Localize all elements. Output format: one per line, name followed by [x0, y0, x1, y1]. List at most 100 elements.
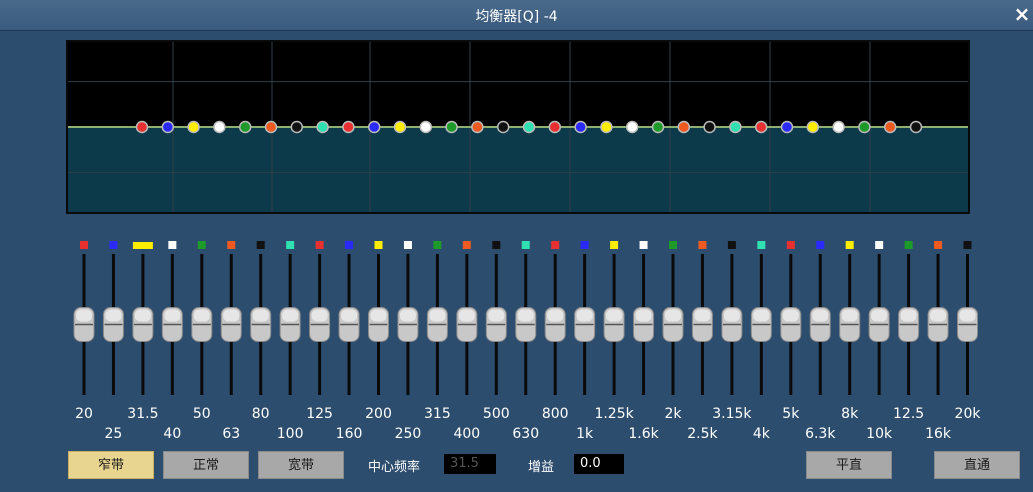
slider-knob[interactable]: [574, 307, 596, 342]
band-node[interactable]: [858, 120, 871, 134]
wide-band-button[interactable]: 宽带: [258, 451, 344, 479]
band-node[interactable]: [316, 120, 329, 134]
band-node[interactable]: [729, 120, 742, 134]
graph-upper-area: [68, 42, 968, 127]
band-node[interactable]: [703, 120, 716, 134]
band-node[interactable]: [238, 120, 252, 134]
slider-knob[interactable]: [927, 307, 949, 342]
eq-slider-panel: [73, 241, 978, 395]
gain-field[interactable]: 0.0: [574, 454, 624, 474]
band-frequency-label: 8k: [841, 406, 859, 422]
band-frequency-label: 630: [512, 426, 540, 442]
slider-knob[interactable]: [456, 307, 478, 342]
band-color-marker: [315, 241, 324, 249]
band-color-marker: [132, 242, 153, 249]
close-icon[interactable]: ×: [1013, 2, 1031, 26]
band-color-marker: [492, 241, 501, 249]
band-node[interactable]: [161, 120, 175, 134]
slider-knob[interactable]: [426, 307, 448, 342]
band-node[interactable]: [342, 120, 355, 134]
slider-knob[interactable]: [544, 307, 566, 342]
slider-knob[interactable]: [397, 307, 419, 342]
band-node[interactable]: [367, 120, 381, 134]
slider-knob[interactable]: [809, 307, 831, 342]
band-frequency-label: 10k: [866, 426, 893, 442]
slider-knob-highlight: [105, 309, 122, 322]
band-color-marker: [757, 241, 766, 249]
slider-knob[interactable]: [633, 307, 655, 342]
flat-button[interactable]: 平直: [806, 451, 892, 479]
slider-knob[interactable]: [868, 307, 890, 342]
slider-knob[interactable]: [73, 307, 95, 342]
slider-knob[interactable]: [780, 307, 802, 342]
slider-knob[interactable]: [250, 307, 272, 342]
slider-knob[interactable]: [721, 307, 743, 342]
band-frequency-label: 31.5: [127, 406, 159, 422]
slider-knob[interactable]: [102, 307, 124, 342]
slider-knob[interactable]: [839, 307, 861, 342]
band-color-marker: [610, 241, 619, 249]
band-node[interactable]: [780, 120, 794, 134]
band-node[interactable]: [419, 120, 433, 134]
normal-band-button[interactable]: 正常: [163, 451, 249, 479]
band-color-marker: [963, 241, 972, 249]
band-color-marker: [227, 241, 236, 249]
band-node[interactable]: [754, 120, 768, 134]
band-node[interactable]: [600, 120, 613, 134]
band-node[interactable]: [471, 120, 484, 134]
slider-knob-highlight: [665, 309, 681, 322]
band-node[interactable]: [651, 120, 665, 134]
band-node[interactable]: [806, 120, 820, 134]
slider-knob[interactable]: [898, 307, 920, 342]
band-node[interactable]: [883, 120, 897, 134]
slider-knob[interactable]: [309, 307, 331, 342]
band-frequency-label: 500: [482, 406, 510, 422]
slider-knob[interactable]: [485, 307, 507, 342]
slider-knob-highlight: [341, 309, 358, 322]
slider-knob[interactable]: [515, 307, 537, 342]
band-node[interactable]: [187, 120, 200, 134]
slider-knob[interactable]: [161, 307, 183, 342]
band-frequency-label: 100: [276, 426, 304, 442]
band-node[interactable]: [548, 120, 562, 134]
band-frequency-label: 4k: [752, 426, 770, 442]
narrow-band-button[interactable]: 窄带: [68, 451, 154, 479]
slider-knob-highlight: [606, 309, 623, 322]
slider-knob[interactable]: [191, 307, 213, 342]
band-node[interactable]: [574, 120, 587, 134]
center-frequency-field[interactable]: 31.5: [444, 454, 496, 474]
band-node[interactable]: [264, 120, 278, 134]
bypass-button[interactable]: 直通: [934, 451, 1020, 479]
slider-knob[interactable]: [691, 307, 713, 342]
band-frequency-label: 12.5: [893, 406, 925, 422]
slider-knob-highlight: [429, 309, 446, 322]
band-color-marker: [403, 241, 412, 249]
band-node[interactable]: [135, 120, 149, 134]
slider-knob-highlight: [223, 309, 240, 322]
slider-knob-highlight: [282, 309, 299, 322]
slider-knob[interactable]: [957, 307, 978, 342]
band-node[interactable]: [909, 120, 923, 134]
slider-knob[interactable]: [368, 307, 389, 342]
band-node[interactable]: [677, 120, 691, 134]
band-color-marker: [551, 241, 560, 249]
slider-knob[interactable]: [338, 307, 360, 342]
slider-knob[interactable]: [662, 307, 684, 342]
band-node[interactable]: [445, 120, 458, 134]
slider-knob-highlight: [930, 309, 947, 322]
band-node[interactable]: [522, 120, 536, 134]
band-node[interactable]: [290, 120, 304, 134]
band-node[interactable]: [625, 120, 639, 134]
slider-knob-highlight: [812, 309, 829, 322]
slider-knob[interactable]: [220, 307, 242, 342]
slider-knob[interactable]: [603, 307, 625, 342]
band-node[interactable]: [496, 120, 510, 134]
slider-knob[interactable]: [132, 307, 154, 342]
slider-knob[interactable]: [279, 307, 301, 342]
slider-knob-highlight: [782, 309, 799, 322]
band-node[interactable]: [393, 120, 407, 134]
slider-knob[interactable]: [750, 307, 772, 342]
band-node[interactable]: [213, 120, 226, 134]
band-node[interactable]: [832, 120, 845, 134]
band-frequency-label: 400: [453, 426, 481, 442]
